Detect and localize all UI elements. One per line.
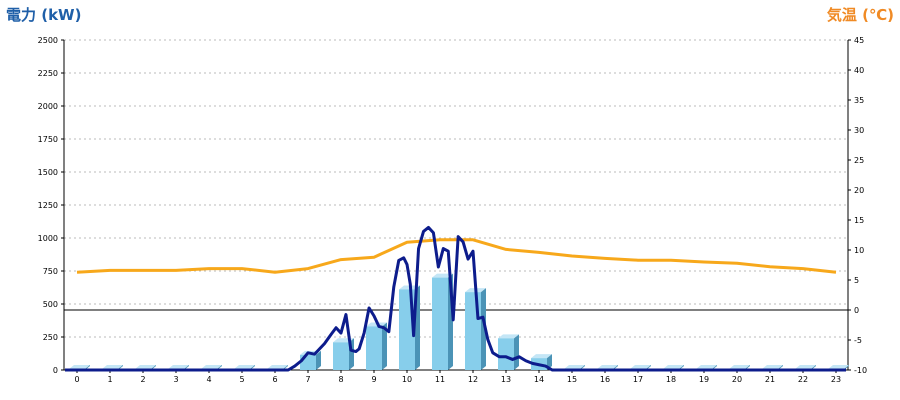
- bar-top: [762, 365, 783, 369]
- x-tick-label: 21: [765, 375, 775, 384]
- bar-top: [696, 365, 717, 369]
- bar-side: [514, 334, 519, 370]
- right-tick-label: 30: [854, 126, 864, 135]
- x-tick-label: 2: [140, 375, 145, 384]
- bar-side: [481, 288, 486, 370]
- x-tick-label: 10: [402, 375, 412, 384]
- x-tick-label: 18: [666, 375, 676, 384]
- x-tick-label: 6: [272, 375, 277, 384]
- power-line: [65, 225, 846, 372]
- right-tick-label: 10: [854, 246, 864, 255]
- x-tick-label: 13: [501, 375, 511, 384]
- bar: [465, 292, 481, 370]
- right-tick-label: -10: [854, 366, 867, 375]
- x-tick-label: 19: [699, 375, 709, 384]
- bar: [300, 354, 316, 370]
- right-tick-label: 25: [854, 156, 864, 165]
- x-tick-label: 9: [371, 375, 376, 384]
- bar-top: [828, 365, 849, 369]
- x-tick-label: 14: [534, 375, 544, 384]
- left-tick-label: 1500: [38, 168, 58, 177]
- right-tick-label: 15: [854, 216, 864, 225]
- left-tick-label: 250: [43, 333, 58, 342]
- left-tick-label: 1750: [38, 135, 58, 144]
- x-tick-label: 16: [600, 375, 610, 384]
- bar-top: [234, 365, 255, 369]
- right-tick-label: -5: [854, 336, 862, 345]
- bar-top: [729, 365, 750, 369]
- x-tick-label: 23: [831, 375, 841, 384]
- bar-top: [168, 365, 189, 369]
- left-tick-label: 2000: [38, 102, 58, 111]
- right-tick-label: 5: [854, 276, 859, 285]
- bar-top: [597, 365, 618, 369]
- left-tick-label: 1250: [38, 201, 58, 210]
- bar: [366, 326, 382, 370]
- x-tick-label: 22: [798, 375, 808, 384]
- left-tick-label: 2250: [38, 69, 58, 78]
- right-tick-label: 35: [854, 96, 864, 105]
- bar-top: [630, 365, 651, 369]
- x-tick-label: 7: [305, 375, 310, 384]
- x-tick-label: 8: [338, 375, 343, 384]
- x-tick-label: 1: [107, 375, 112, 384]
- x-tick-label: 3: [173, 375, 178, 384]
- right-tick-label: 0: [854, 306, 859, 315]
- bar: [498, 338, 514, 370]
- bar-side: [382, 322, 387, 370]
- left-tick-label: 2500: [38, 36, 58, 45]
- bar: [432, 277, 448, 370]
- x-tick-label: 0: [74, 375, 79, 384]
- left-axis-title: 電力 (kW): [6, 6, 82, 24]
- x-tick-label: 4: [206, 375, 211, 384]
- bar-top: [498, 334, 519, 339]
- x-tick-label: 17: [633, 375, 643, 384]
- bar-top: [102, 365, 123, 369]
- left-tick-label: 750: [43, 267, 58, 276]
- bar-top: [267, 365, 288, 369]
- bar-top: [432, 273, 453, 278]
- right-tick-label: 45: [854, 36, 864, 45]
- bar-top: [663, 365, 684, 369]
- bar-top: [201, 365, 222, 369]
- bar-top: [795, 365, 816, 369]
- left-tick-label: 500: [43, 300, 58, 309]
- x-tick-label: 11: [435, 375, 445, 384]
- bar-top: [531, 354, 552, 359]
- x-tick-label: 15: [567, 375, 577, 384]
- right-tick-label: 40: [854, 66, 864, 75]
- x-tick-label: 12: [468, 375, 478, 384]
- left-tick-label: 0: [53, 366, 58, 375]
- bar-top: [69, 365, 90, 369]
- bar-top: [135, 365, 156, 369]
- x-tick-label: 20: [732, 375, 742, 384]
- bar-top: [564, 365, 585, 369]
- bar: [333, 342, 349, 370]
- left-tick-label: 1000: [38, 234, 58, 243]
- right-axis-title: 気温 (℃): [826, 6, 894, 24]
- bar-side: [316, 350, 321, 370]
- x-tick-label: 5: [239, 375, 244, 384]
- right-tick-label: 20: [854, 186, 864, 195]
